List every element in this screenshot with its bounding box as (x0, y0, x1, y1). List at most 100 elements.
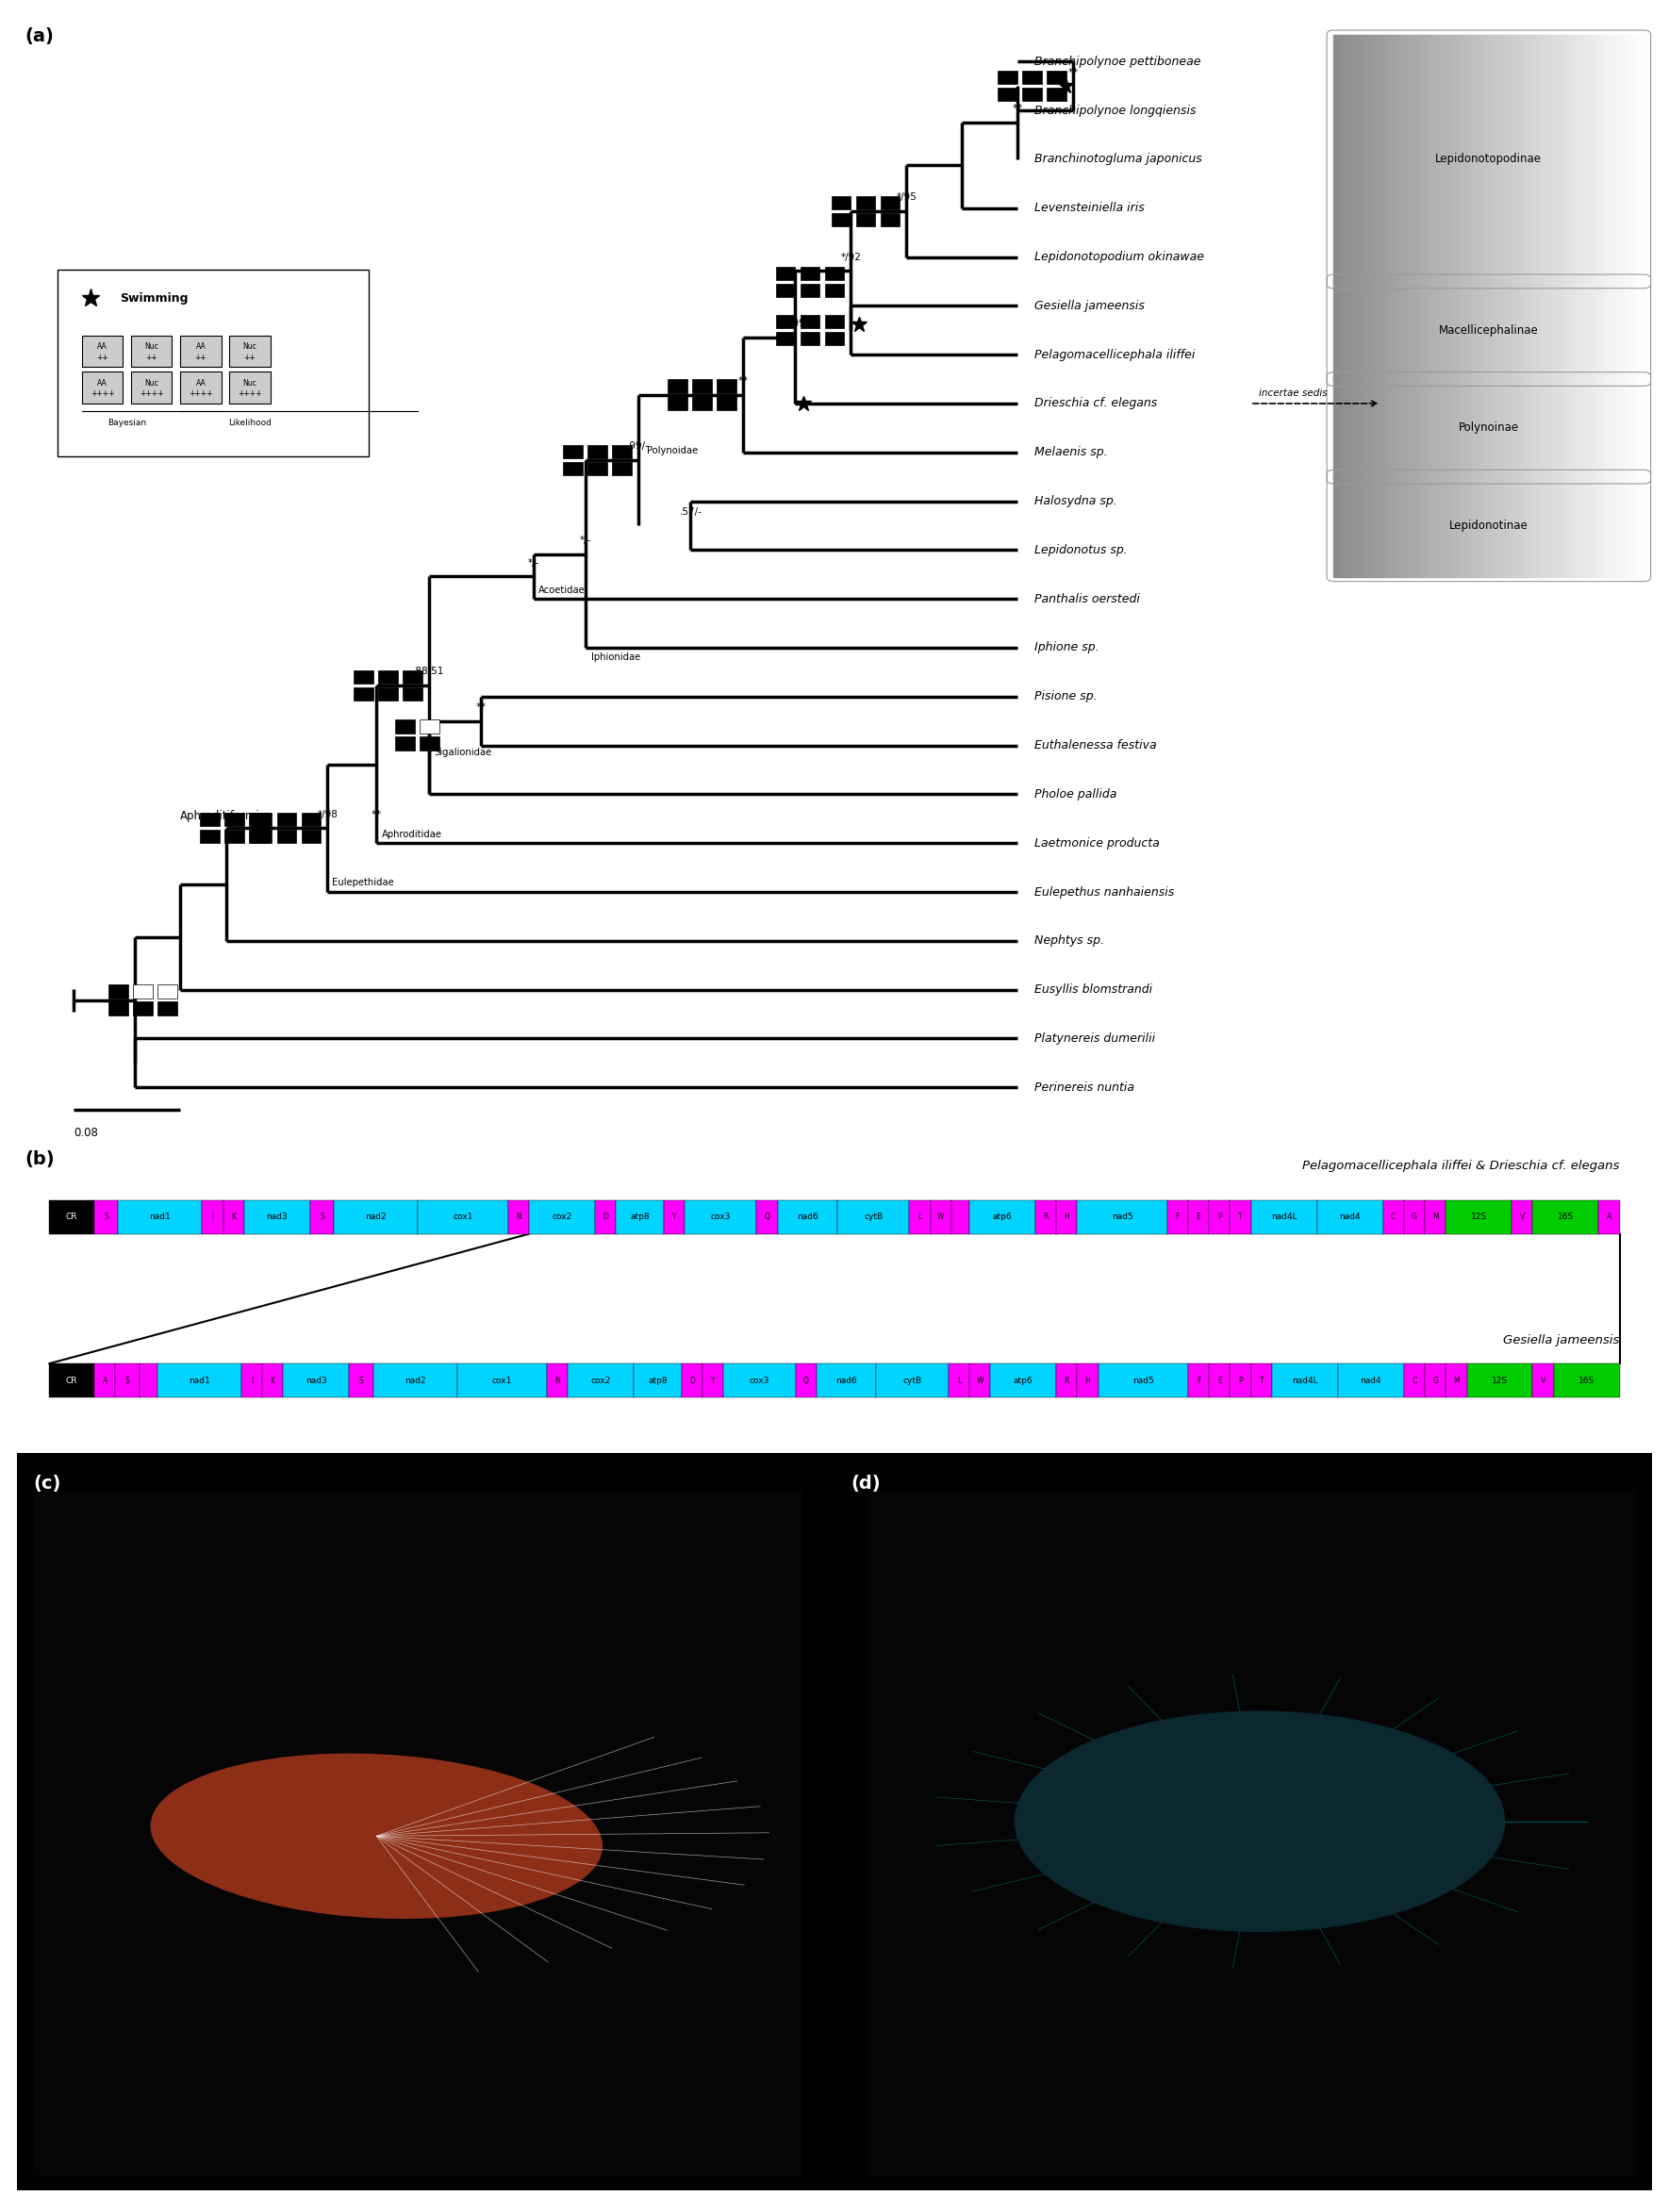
Bar (1457, 473, 1464, 577)
Text: nad3: nad3 (267, 1212, 287, 1221)
Bar (831, 197, 851, 210)
Bar (1188, 1201, 1208, 1234)
Bar (1410, 35, 1419, 283)
Bar (1499, 279, 1505, 380)
Text: Y: Y (673, 1212, 676, 1221)
Text: nad2: nad2 (366, 1212, 387, 1221)
Bar (1597, 376, 1604, 480)
Bar (1422, 35, 1429, 283)
Bar (562, 462, 582, 476)
Text: 16S: 16S (1579, 1376, 1596, 1385)
Bar (1634, 35, 1641, 283)
Text: Swimming: Swimming (120, 292, 189, 305)
Text: H: H (1065, 1212, 1070, 1221)
Bar (1395, 473, 1402, 577)
Text: 0.08: 0.08 (73, 1126, 98, 1139)
Bar (1634, 279, 1641, 380)
Bar (1344, 35, 1350, 283)
Bar (1639, 473, 1646, 577)
Bar (1437, 376, 1444, 480)
Bar (402, 688, 422, 701)
Bar (970, 1201, 1035, 1234)
Bar (1597, 279, 1604, 380)
Bar (1577, 473, 1584, 577)
Bar (1612, 279, 1621, 380)
Bar (1349, 473, 1355, 577)
Bar (457, 1363, 547, 1398)
Bar (1380, 35, 1387, 283)
Bar (693, 396, 711, 409)
Text: cytB: cytB (903, 1376, 921, 1385)
Bar (1556, 35, 1562, 283)
Bar (664, 1201, 684, 1234)
Bar (1607, 473, 1614, 577)
Bar (157, 984, 177, 998)
Bar (1602, 35, 1609, 283)
Bar (1365, 376, 1372, 480)
Text: W: W (976, 1376, 983, 1385)
Text: Q: Q (803, 1376, 809, 1385)
Bar (1230, 1363, 1252, 1398)
Text: */-: */- (581, 535, 592, 544)
Text: Platynereis dumerilii: Platynereis dumerilii (1035, 1033, 1155, 1044)
Bar (1494, 376, 1500, 480)
Text: Branchipolynoe pettiboneae: Branchipolynoe pettiboneae (1035, 55, 1200, 69)
Bar (970, 1363, 990, 1398)
Bar (108, 984, 129, 998)
Bar (1469, 376, 1475, 480)
Bar (1545, 473, 1552, 577)
Text: G: G (1412, 1212, 1417, 1221)
Bar (1427, 473, 1434, 577)
Bar (776, 268, 794, 281)
Text: .88/51: .88/51 (414, 666, 444, 677)
Bar (613, 445, 631, 458)
Bar (1484, 473, 1490, 577)
Text: Nuc: Nuc (145, 343, 159, 352)
Text: C: C (1390, 1212, 1395, 1221)
Bar (1422, 473, 1429, 577)
Bar (132, 336, 172, 367)
Bar (1417, 35, 1424, 283)
Bar (587, 462, 608, 476)
Text: **: ** (476, 703, 486, 712)
Bar (1447, 376, 1454, 480)
Text: Eusyllis blomstrandi: Eusyllis blomstrandi (1035, 984, 1152, 995)
Bar (132, 372, 172, 403)
Bar (1462, 35, 1470, 283)
Bar (244, 1201, 310, 1234)
Bar (1474, 473, 1480, 577)
Bar (262, 1363, 284, 1398)
Text: R: R (1043, 1212, 1048, 1221)
Bar (1317, 1201, 1384, 1234)
Text: M: M (1432, 1212, 1439, 1221)
Text: Pisione sp.: Pisione sp. (1035, 690, 1097, 703)
Text: CR: CR (67, 1376, 78, 1385)
Bar (1457, 279, 1464, 380)
Text: incertae sedis: incertae sedis (1258, 389, 1327, 398)
Text: Nuc: Nuc (242, 378, 257, 387)
Bar (1504, 35, 1510, 283)
Bar (1624, 473, 1631, 577)
Bar (1489, 279, 1495, 380)
Bar (302, 830, 320, 843)
Bar (1612, 35, 1621, 283)
Text: P: P (1217, 1212, 1222, 1221)
Bar (1619, 35, 1626, 283)
Bar (1479, 279, 1485, 380)
Text: Sigalionidae: Sigalionidae (434, 748, 492, 757)
Bar (1404, 1201, 1425, 1234)
Bar (1427, 35, 1434, 283)
Bar (824, 268, 845, 281)
Bar (1208, 1363, 1230, 1398)
Bar (1447, 279, 1454, 380)
Text: Bayesian: Bayesian (108, 418, 147, 427)
Bar (249, 812, 269, 827)
Bar (816, 1363, 876, 1398)
Text: Eulepethidae: Eulepethidae (332, 878, 394, 887)
Text: C: C (1412, 1376, 1417, 1385)
Text: (c): (c) (33, 1475, 60, 1493)
Bar (1634, 376, 1641, 480)
Bar (1532, 1201, 1599, 1234)
Text: Acoetidae: Acoetidae (539, 586, 586, 595)
Bar (1354, 473, 1360, 577)
